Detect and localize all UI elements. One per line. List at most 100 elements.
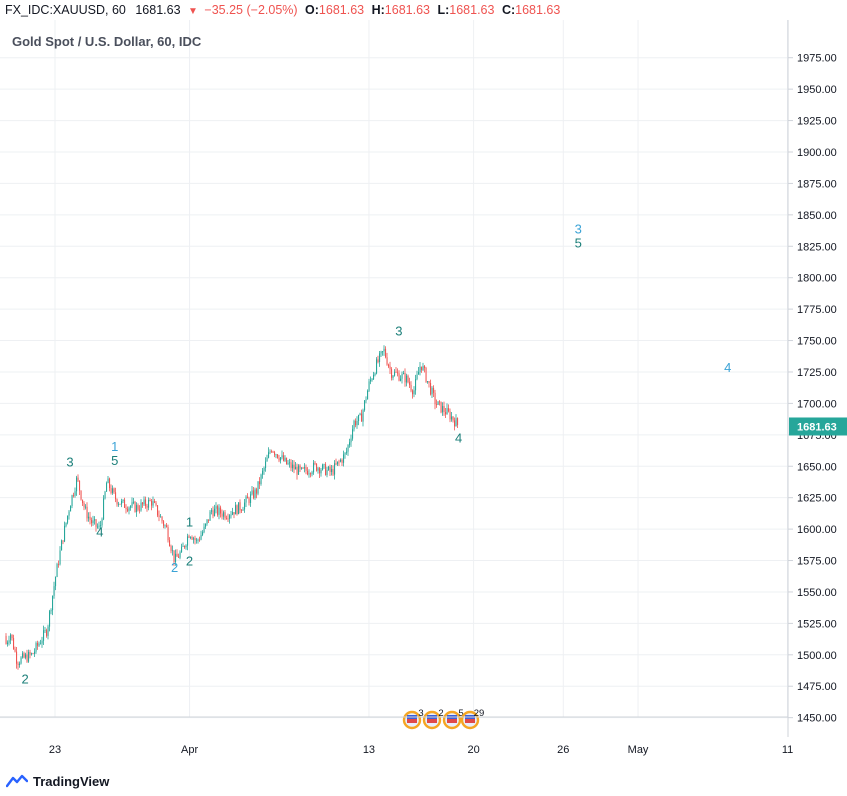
candle-body [130, 506, 132, 508]
candle-body [245, 496, 247, 503]
candle-body [326, 469, 328, 476]
candle-body [271, 451, 273, 453]
candle-body [151, 500, 153, 506]
chart-title: Gold Spot / U.S. Dollar, 60, IDC [12, 34, 202, 49]
candle-body [415, 379, 417, 391]
candle-body [19, 663, 21, 666]
candle-body [380, 351, 382, 354]
candle-body [52, 595, 54, 611]
event-markers[interactable]: 3 2 5 29 [402, 708, 484, 730]
time-tick-label: 20 [467, 744, 479, 756]
candle-body [82, 499, 84, 504]
candle-body [178, 556, 180, 558]
candle-body [382, 351, 384, 353]
candle-body [278, 457, 280, 461]
candle-body [122, 499, 124, 502]
price-tick-label: 1525.00 [797, 618, 837, 630]
price-tick-label: 1700.00 [797, 398, 837, 410]
candle-body [239, 502, 241, 511]
price-axis[interactable]: 1975.00 1950.00 1925.00 1900.00 1875.00 1850.… [788, 53, 837, 725]
candle-body [241, 510, 243, 512]
candle-body [334, 463, 336, 475]
candle-body [355, 420, 357, 426]
candle-body [119, 503, 121, 505]
candle-body [383, 348, 385, 352]
candle-body [106, 483, 108, 492]
price-tick-label: 1850.00 [797, 210, 837, 222]
candle-body [391, 369, 393, 378]
price-tick-label: 1575.00 [797, 556, 837, 568]
candle-body [223, 512, 225, 517]
candle-body [457, 418, 459, 425]
candle-body [274, 452, 276, 455]
candle-body [161, 516, 163, 522]
candle-body [298, 465, 300, 475]
candle-body [10, 634, 12, 641]
low-value: 1681.63 [449, 3, 495, 17]
candle-body [344, 452, 346, 455]
candle-body [307, 470, 309, 475]
candle-body [233, 512, 235, 515]
price-tick-label: 1725.00 [797, 367, 837, 379]
candle-body [401, 373, 403, 379]
candle-body [103, 498, 105, 520]
candle-body [70, 506, 72, 512]
candle-body [413, 390, 415, 395]
candle-body [85, 506, 87, 508]
candle-body [256, 489, 258, 494]
symbol-label[interactable]: FX_IDC:XAUUSD, 60 [5, 3, 126, 17]
candle-body [77, 477, 79, 481]
tradingview-branding[interactable]: TradingView [6, 770, 109, 792]
candle-body [301, 467, 303, 469]
candle-body [296, 466, 298, 475]
price-tick-label: 1975.00 [797, 53, 837, 65]
candle-body [212, 510, 214, 517]
candle-body [67, 515, 69, 523]
price-tick-label: 1650.00 [797, 461, 837, 473]
candle-body [356, 420, 358, 426]
candle-body [332, 468, 334, 475]
candle-body [433, 387, 435, 393]
candle-body [155, 502, 157, 506]
candle-body [35, 643, 37, 652]
candle-body [50, 610, 52, 612]
candle-body [290, 462, 292, 469]
candle-body [260, 474, 262, 485]
candle-body [416, 374, 418, 380]
candle-body [353, 420, 355, 430]
price-tick-label: 1950.00 [797, 84, 837, 96]
candle-body [277, 454, 279, 458]
time-axis[interactable]: 23Apr132026May1118 [49, 744, 847, 756]
candle-body [412, 390, 414, 395]
candle-body [158, 515, 160, 518]
candle-body [214, 508, 216, 517]
candle-body [140, 502, 142, 511]
candle-body [427, 381, 429, 383]
candle-body [64, 525, 66, 542]
candle-body [182, 546, 184, 547]
candle-body [76, 477, 78, 492]
candle-body [221, 513, 223, 517]
candle-body [190, 537, 192, 538]
candle-body [65, 522, 67, 526]
price-tick-label: 1875.00 [797, 178, 837, 190]
candle-body [8, 640, 10, 643]
candle-body [419, 366, 421, 373]
wave-label: 5 [575, 236, 582, 251]
price-tick-label: 1625.00 [797, 493, 837, 505]
candle-body [392, 375, 394, 378]
wave-label: 3 [395, 324, 402, 339]
price-chart[interactable]: Gold Spot / U.S. Dollar, 60, IDC 1234151… [0, 20, 847, 770]
candle-body [368, 381, 370, 391]
calendar-event-marker: 3 [402, 708, 424, 730]
wave-label: 3 [66, 454, 73, 469]
candle-body [176, 553, 178, 557]
candle-body [343, 454, 345, 463]
candle-body [209, 511, 211, 521]
candle-body [434, 392, 436, 405]
candle-body [352, 429, 354, 439]
candle-body [284, 457, 286, 461]
open-value: 1681.63 [318, 3, 365, 17]
candle-body [425, 367, 427, 383]
candle-body [49, 611, 51, 627]
